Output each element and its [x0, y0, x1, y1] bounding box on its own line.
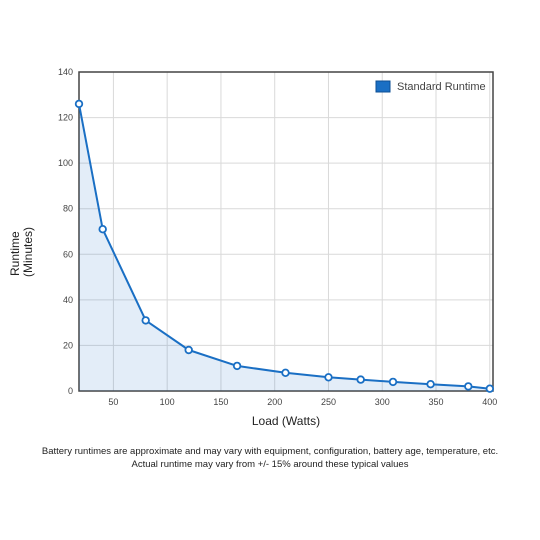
series-layer: [74, 99, 494, 393]
footnote-line-1: Battery runtimes are approximate and may…: [41, 446, 499, 457]
plot-area-frame: [78, 71, 494, 392]
x-tick-label: 250: [321, 397, 336, 407]
legend-swatch: [375, 80, 391, 93]
x-tick-label: 400: [482, 397, 497, 407]
data-point[interactable]: [232, 361, 242, 371]
y-tick-label: 20: [63, 340, 73, 350]
y-tick-label: 40: [63, 295, 73, 305]
y-tick-label: 80: [63, 204, 73, 214]
data-point[interactable]: [98, 224, 107, 234]
x-axis-ticks: 50 100 150 200 250 300 350 400: [108, 397, 497, 407]
data-point[interactable]: [184, 345, 193, 355]
data-point[interactable]: [356, 375, 365, 384]
legend: Standard Runtime: [375, 80, 486, 93]
y-tick-label: 140: [58, 67, 73, 77]
y-axis-title-line1: Runtime: [8, 231, 22, 276]
x-tick-label: 200: [267, 397, 282, 407]
data-point[interactable]: [388, 377, 398, 387]
y-axis-title: Runtime (Minutes): [8, 227, 35, 277]
data-point[interactable]: [426, 380, 435, 389]
runtime-chart: 0 20 40 60 80 100 120 140 50 100 150 200 250 300 350 4…: [8, 67, 497, 428]
x-tick-label: 300: [375, 397, 390, 407]
footnote: Battery runtimes are approximate and may…: [0, 445, 540, 471]
data-point[interactable]: [485, 384, 494, 393]
grid: [79, 71, 493, 392]
x-tick-label: 50: [108, 397, 118, 407]
y-tick-label: 0: [68, 386, 73, 396]
footnote-line-2: Actual runtime may vary from +/- 15% aro…: [131, 459, 409, 470]
data-point[interactable]: [464, 382, 473, 391]
x-tick-label: 350: [428, 397, 443, 407]
y-tick-label: 60: [63, 249, 73, 259]
x-axis-title: Load (Watts): [252, 414, 320, 428]
series-line: [78, 103, 490, 390]
data-point[interactable]: [281, 368, 290, 377]
x-tick-label: 100: [160, 397, 175, 407]
series-area: [79, 103, 490, 392]
data-point[interactable]: [141, 316, 150, 325]
y-tick-label: 120: [58, 113, 73, 123]
y-axis-ticks: 0 20 40 60 80 100 120 140: [58, 67, 73, 396]
data-point[interactable]: [324, 373, 333, 382]
y-axis-title-line2: (Minutes): [21, 227, 35, 277]
x-tick-label: 150: [213, 397, 228, 407]
legend-label: Standard Runtime: [397, 81, 486, 93]
data-point[interactable]: [74, 99, 84, 109]
y-tick-label: 100: [58, 158, 73, 168]
